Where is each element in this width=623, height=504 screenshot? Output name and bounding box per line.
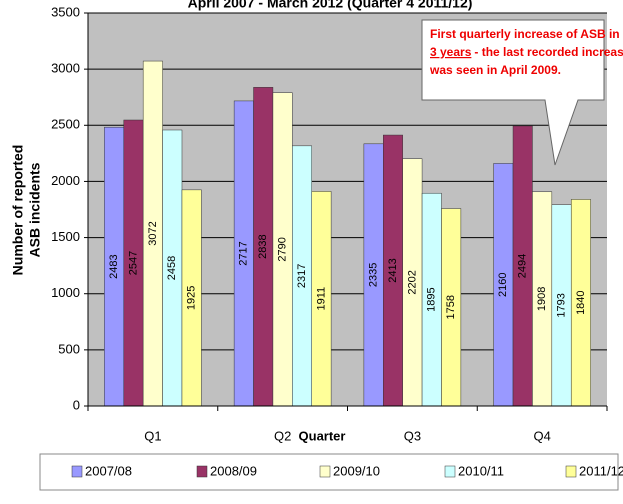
annotation: First quarterly increase of ASB in 3 year… [429, 27, 623, 77]
value-label: 2202 [406, 270, 418, 294]
x-tick-label: Q2 [274, 428, 291, 443]
value-label: 1895 [426, 287, 438, 311]
y-axis-label-line: Number of reported [10, 145, 26, 276]
value-label: 1908 [536, 287, 548, 311]
value-label: 1911 [315, 287, 327, 311]
callout [421, 19, 605, 166]
legend-label: 2010/11 [458, 463, 504, 478]
x-axis-label: Quarter [299, 428, 346, 443]
y-tick-label: 3000 [51, 61, 80, 76]
x-tick-label: Q4 [533, 428, 550, 443]
legend-label: 2011/12 [579, 463, 623, 478]
legend-swatch [196, 465, 208, 478]
value-label: 2458 [166, 256, 178, 280]
y-axis-label-line: ASB incidents [27, 162, 43, 257]
y-tick-label: 1500 [51, 229, 80, 244]
annotation-line: First quarterly increase of ASB in [430, 27, 620, 41]
value-label: 2494 [517, 254, 529, 278]
annotation-text: First quarterly increase of ASB in [430, 27, 620, 41]
value-label: 2160 [497, 272, 509, 296]
value-label: 2790 [277, 237, 289, 261]
value-label: 2413 [387, 258, 399, 282]
value-label: 2483 [108, 254, 120, 278]
legend-swatch [565, 465, 577, 478]
annotation-text: was seen in April 2009. [429, 63, 561, 77]
y-tick-label: 3500 [51, 4, 80, 19]
annotation-text: - the last recorded increase [474, 45, 623, 59]
value-label: 2838 [257, 234, 269, 258]
value-label: 3072 [147, 221, 159, 245]
annotation-text: 3 years [430, 45, 472, 59]
y-tick-label: 500 [58, 341, 80, 356]
legend-label: 2008/09 [210, 463, 257, 478]
value-label: 2317 [296, 264, 308, 288]
chart-title: April 2007 - March 2012 (Quarter 4 2011/… [188, 0, 473, 11]
value-label: 1925 [186, 286, 198, 310]
x-tick-label: Q1 [144, 428, 161, 443]
y-tick-label: 0 [73, 397, 80, 412]
value-label: 2335 [367, 263, 379, 287]
legend-swatch [319, 465, 331, 478]
legend-swatch [444, 465, 456, 478]
value-label: 1793 [555, 293, 567, 317]
value-label: 1758 [445, 295, 457, 319]
y-axis-label: Number of reported ASB incidents [10, 145, 43, 276]
x-tick-label: Q3 [404, 428, 421, 443]
value-label: 2547 [127, 251, 139, 275]
annotation-line: 3 years - the last recorded increase [430, 45, 623, 59]
y-tick-label: 2500 [51, 117, 80, 132]
legend-swatch [71, 465, 83, 478]
value-label: 1840 [575, 290, 587, 314]
annotation-line: was seen in April 2009. [429, 63, 561, 77]
value-label: 2717 [238, 241, 250, 265]
y-tick-label: 2000 [51, 173, 80, 188]
y-tick-label: 1000 [51, 285, 80, 300]
legend-label: 2009/10 [333, 463, 380, 478]
legend-label: 2007/08 [85, 463, 132, 478]
